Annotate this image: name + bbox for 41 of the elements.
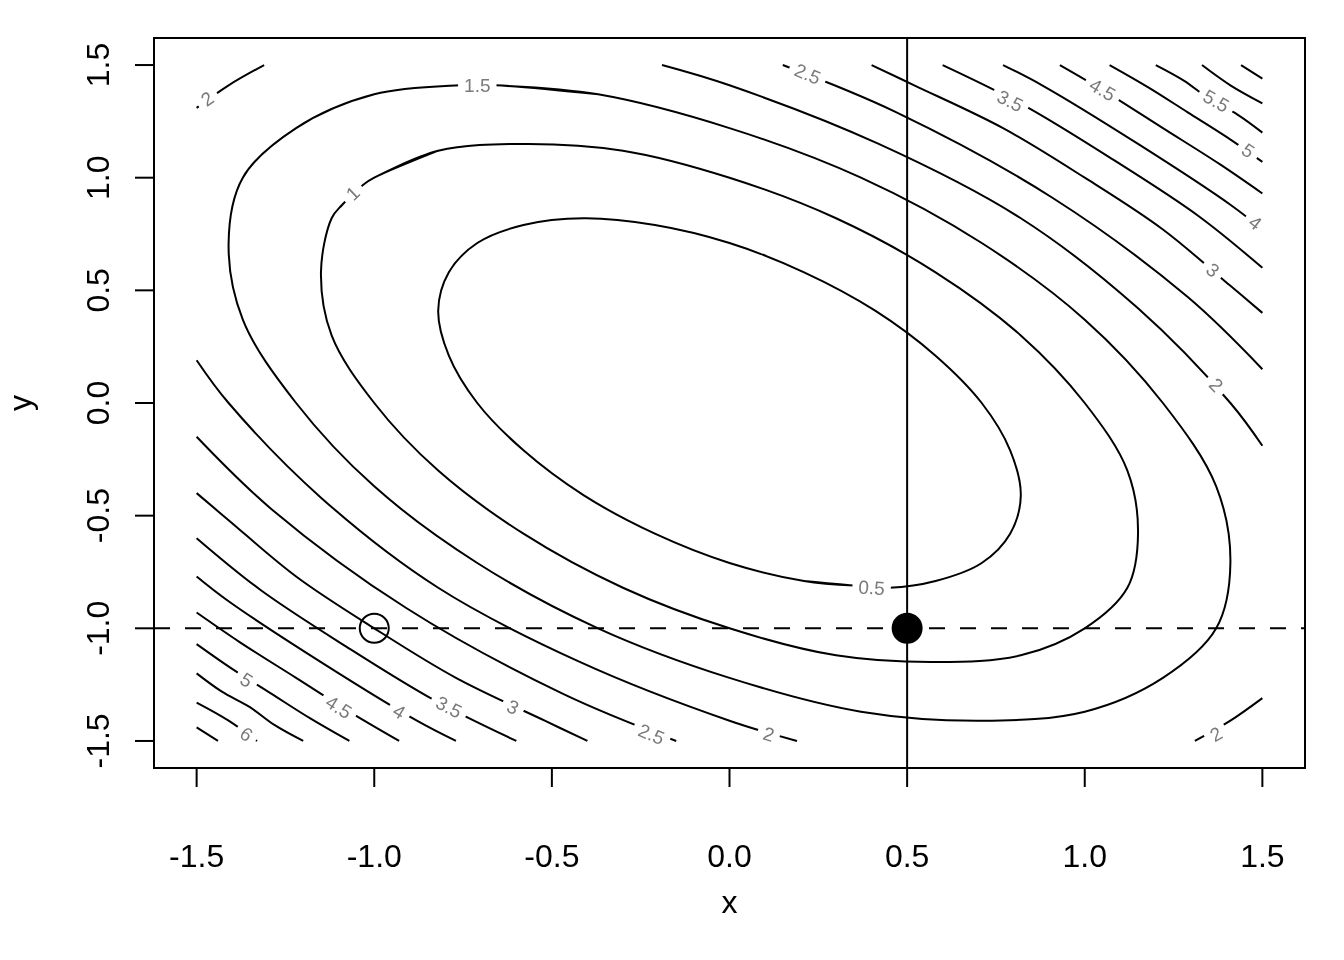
x-tick-label: -1.0 (346, 838, 402, 874)
annotation: 4 (1244, 211, 1267, 235)
y-tick-label: -1.0 (80, 600, 116, 656)
line-series (195, 643, 351, 742)
x-axis-title: x (721, 884, 738, 920)
x-tick-label: 0.0 (707, 838, 752, 874)
annotation: 5.5 (1199, 85, 1233, 117)
line-series (195, 672, 305, 742)
line-series (1154, 64, 1264, 134)
x-tick-label: -0.5 (524, 838, 580, 874)
annotation: 5 (1237, 139, 1259, 163)
y-tick-label: 0.5 (80, 268, 116, 313)
y-tick-label: -0.5 (80, 488, 116, 544)
y-axis-title: y (2, 395, 38, 411)
annotation: 2 (1206, 722, 1226, 746)
annotation: 3 (503, 695, 523, 719)
annotation: 5 (236, 668, 257, 692)
y-tick-label: -1.5 (80, 713, 116, 769)
line-series (1058, 64, 1264, 195)
annotation: 2 (760, 722, 777, 746)
y-tick-label: 1.5 (80, 42, 116, 88)
x-tick-label: 0.5 (884, 838, 930, 874)
annotation: 4 (389, 699, 410, 724)
x-tick-label: -1.5 (169, 838, 225, 874)
annotation: 4.5 (321, 691, 356, 724)
x-tick-label: 1.0 (1062, 838, 1107, 874)
x-tick-label: 1.5 (1240, 838, 1285, 874)
annotation: 2.5 (635, 719, 668, 749)
annotation: 1.5 (464, 74, 491, 96)
annotation: 4.5 (1085, 74, 1120, 106)
annotation: 1 (341, 182, 365, 205)
annotation: 2 (196, 87, 218, 111)
y-tick-label: 1.0 (80, 155, 116, 200)
annotation: 3.5 (432, 691, 466, 723)
annotation: 3 (1201, 258, 1224, 282)
annotation: 0.5 (857, 576, 886, 600)
y-tick-label: 0.0 (80, 380, 116, 426)
annotation: 3.5 (993, 85, 1027, 117)
annotation: 2.5 (791, 59, 824, 89)
annotation: 6 (235, 722, 257, 746)
annotation: 2 (1204, 373, 1228, 397)
